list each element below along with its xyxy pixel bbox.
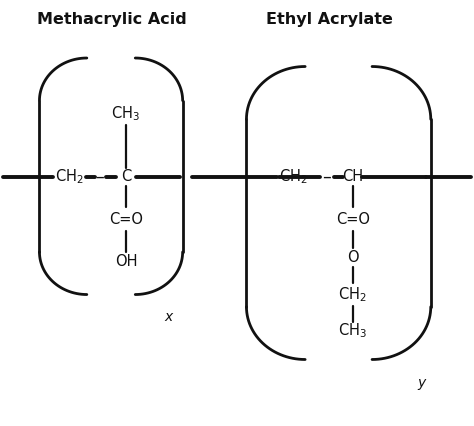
Text: Ethyl Acrylate: Ethyl Acrylate xyxy=(266,12,392,27)
Text: CH$_3$: CH$_3$ xyxy=(111,104,140,123)
Text: CH: CH xyxy=(342,170,364,184)
Text: C=O: C=O xyxy=(336,212,370,227)
Text: CH$_2$: CH$_2$ xyxy=(338,285,367,304)
Text: Methacrylic Acid: Methacrylic Acid xyxy=(37,12,187,27)
Text: –: – xyxy=(96,168,104,186)
Text: C: C xyxy=(121,170,131,184)
Text: OH: OH xyxy=(115,254,137,269)
Text: CH$_2$: CH$_2$ xyxy=(279,167,308,186)
Text: y: y xyxy=(417,376,426,390)
Text: O: O xyxy=(347,250,359,265)
Text: C=O: C=O xyxy=(109,212,143,227)
Text: x: x xyxy=(164,310,173,324)
Text: CH$_3$: CH$_3$ xyxy=(338,322,367,340)
Text: –: – xyxy=(322,168,331,186)
Text: CH$_2$: CH$_2$ xyxy=(55,167,83,186)
